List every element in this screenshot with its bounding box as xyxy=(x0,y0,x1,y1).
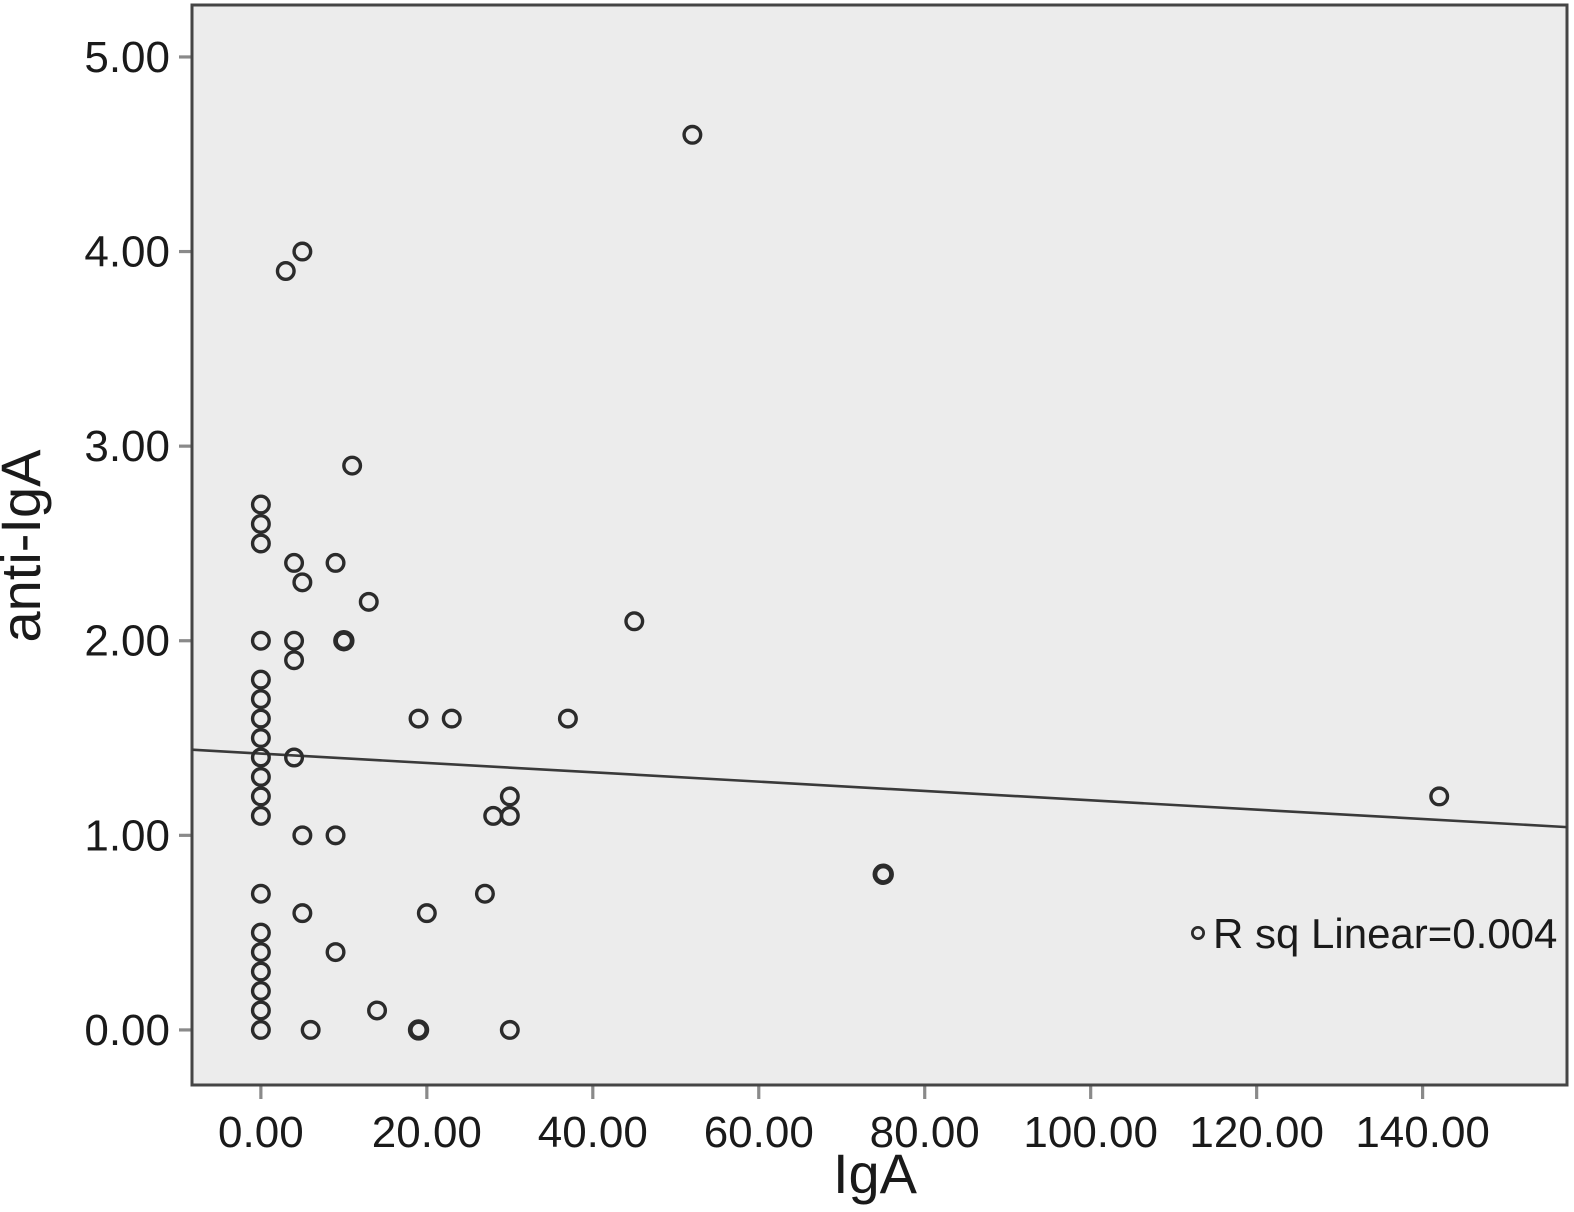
data-point xyxy=(275,261,296,282)
data-point xyxy=(499,786,520,807)
data-point xyxy=(325,552,346,573)
y-tick-label: 4.00 xyxy=(84,228,170,277)
data-point xyxy=(292,903,313,924)
data-point xyxy=(1429,786,1450,807)
y-tick-label: 0.00 xyxy=(84,1006,170,1055)
data-point xyxy=(872,863,894,885)
data-point xyxy=(250,883,271,904)
data-point xyxy=(407,1019,430,1041)
data-point xyxy=(325,825,346,846)
data-point xyxy=(300,1019,321,1040)
data-point xyxy=(342,455,363,476)
data-point xyxy=(250,1000,271,1021)
data-point xyxy=(624,611,645,632)
data-point xyxy=(682,124,703,145)
x-tick-label: 140.00 xyxy=(1355,1108,1490,1157)
data-point xyxy=(250,922,271,943)
data-point xyxy=(284,650,305,671)
data-point xyxy=(358,591,379,612)
data-point xyxy=(416,903,437,924)
legend: R sq Linear=0.004 xyxy=(1191,910,1557,957)
y-tick-label: 5.00 xyxy=(84,33,170,82)
data-point xyxy=(474,883,495,904)
data-point xyxy=(250,513,271,534)
x-tick-label: 40.00 xyxy=(538,1108,648,1157)
data-point xyxy=(250,786,271,807)
regression-line-group xyxy=(191,748,1568,829)
y-tick-label: 2.00 xyxy=(84,617,170,666)
legend-label: R sq Linear=0.004 xyxy=(1213,910,1557,957)
data-point xyxy=(292,825,313,846)
data-point xyxy=(250,942,271,963)
data-point xyxy=(250,747,271,768)
data-point xyxy=(250,630,271,651)
data-point xyxy=(499,805,520,826)
x-tick-label: 20.00 xyxy=(372,1108,482,1157)
x-axis-label: IgA xyxy=(833,1142,918,1205)
data-point xyxy=(284,552,305,573)
data-point xyxy=(292,572,313,593)
data-point xyxy=(284,747,305,768)
axis-ticks: 0.00 20.00 40.00 60.00 80.00 100.00 120.00 140.… xyxy=(84,33,1490,1157)
x-tick-label: 60.00 xyxy=(704,1108,814,1157)
data-point xyxy=(250,728,271,749)
data-point xyxy=(250,669,271,690)
data-point xyxy=(292,241,313,262)
y-tick-label: 3.00 xyxy=(84,422,170,471)
x-tick-label: 0.00 xyxy=(218,1108,304,1157)
data-point xyxy=(325,942,346,963)
data-point xyxy=(367,1000,388,1021)
data-points-group xyxy=(250,124,1450,1041)
data-point xyxy=(250,708,271,729)
data-point xyxy=(250,533,271,554)
data-point xyxy=(250,805,271,826)
data-point xyxy=(250,689,271,710)
legend-marker-icon xyxy=(1191,926,1206,941)
data-point xyxy=(250,494,271,515)
data-point xyxy=(250,961,271,982)
data-point xyxy=(250,981,271,1002)
data-point xyxy=(250,1019,271,1040)
x-tick-label: 100.00 xyxy=(1023,1108,1158,1157)
data-point xyxy=(408,708,429,729)
data-point xyxy=(499,1019,520,1040)
data-point xyxy=(333,630,355,652)
x-tick-label: 120.00 xyxy=(1189,1108,1324,1157)
y-tick-label: 1.00 xyxy=(84,811,170,860)
y-axis-label: anti-IgA xyxy=(0,449,52,643)
regression-line xyxy=(191,748,1568,829)
data-point xyxy=(250,766,271,787)
data-point xyxy=(441,708,462,729)
data-point xyxy=(284,630,305,651)
data-point xyxy=(557,708,578,729)
x-tick-label: 80.00 xyxy=(870,1108,980,1157)
